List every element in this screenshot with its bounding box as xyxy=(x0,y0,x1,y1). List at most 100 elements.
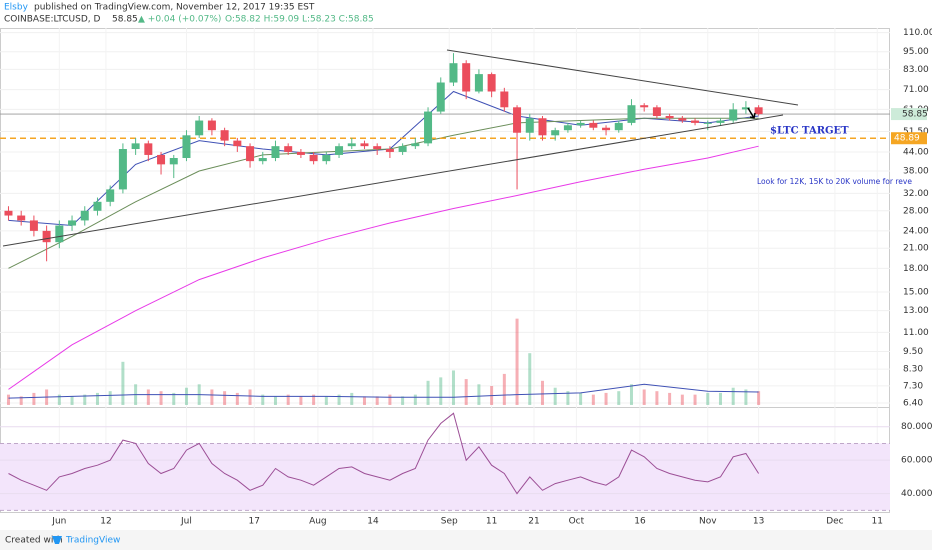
y-tick-label: 51.50 xyxy=(903,127,929,137)
candle-body xyxy=(424,111,433,144)
volume-bar xyxy=(172,392,176,405)
x-tick-label: Nov xyxy=(699,517,717,527)
annotation: $LTC TARGET xyxy=(770,126,849,137)
volume-bar xyxy=(362,396,366,405)
candle-body xyxy=(80,210,89,221)
candle-body xyxy=(652,107,661,116)
x-tick-label: 14 xyxy=(367,517,379,527)
candle-body xyxy=(449,63,458,83)
y-tick-label: 83.00 xyxy=(903,65,929,75)
candle-body xyxy=(42,230,51,243)
x-tick-label: 11 xyxy=(872,517,883,527)
volume-bar xyxy=(184,387,188,405)
target-tag-label: 48.89 xyxy=(894,134,920,144)
x-tick-label: Jul xyxy=(180,517,192,527)
arrow xyxy=(747,107,756,119)
candle-body xyxy=(55,225,64,243)
frame xyxy=(0,28,890,513)
candle-body xyxy=(258,158,267,162)
annotation: Look for 12K, 15K to 20K volume for reve xyxy=(757,177,912,186)
y-tick-label: 8.30 xyxy=(903,365,923,375)
candle-body xyxy=(4,210,13,216)
x-tick-label: 11 xyxy=(486,517,497,527)
volume-bar xyxy=(451,370,455,405)
volume-bar xyxy=(6,394,10,405)
x-tick-label: 16 xyxy=(634,517,646,527)
volume-bar xyxy=(540,380,544,405)
volume-bar xyxy=(19,396,23,405)
candle-body xyxy=(462,63,471,92)
candle-body xyxy=(665,115,674,119)
volume-bar xyxy=(426,380,430,405)
volume-ma xyxy=(8,383,759,399)
symbol: COINBASE:LTCUSD, D xyxy=(4,15,100,25)
price: 58.85 xyxy=(112,15,138,25)
volume-bar xyxy=(32,392,36,405)
y-tick-label: 21.00 xyxy=(903,244,929,254)
x-tick-label: Aug xyxy=(309,517,327,527)
y-tick-label: 18.00 xyxy=(903,264,929,274)
volume-bar xyxy=(350,392,354,405)
footer-brand[interactable]: TradingView xyxy=(65,536,120,546)
candle-body xyxy=(589,122,598,128)
y-tick-label: 28.00 xyxy=(903,206,929,216)
last-price-label: 58.85 xyxy=(902,110,928,120)
x-tick-label: Sep xyxy=(441,517,458,527)
rsi-band xyxy=(0,443,890,511)
volume-bar xyxy=(286,394,290,405)
candle-body xyxy=(169,158,178,165)
footer-text: Created with xyxy=(5,536,63,546)
candle-body xyxy=(563,125,572,131)
volume-bar xyxy=(528,353,532,405)
candle-body xyxy=(284,146,293,152)
candle-body xyxy=(322,154,331,162)
volume-bar xyxy=(324,396,328,405)
volume-bar xyxy=(617,391,621,405)
candle-body xyxy=(678,118,687,121)
volume-bar xyxy=(629,384,633,405)
candle-body xyxy=(373,146,382,150)
candle-body xyxy=(296,151,305,155)
volume-bar xyxy=(477,384,481,405)
candle-body xyxy=(640,105,649,108)
candle-body xyxy=(360,143,369,147)
volume-bar xyxy=(146,389,150,405)
candle-body xyxy=(144,143,153,155)
y-tick-label: 95.00 xyxy=(903,47,929,57)
volume-bar xyxy=(706,392,710,405)
candle-body xyxy=(131,143,140,150)
volume-bar xyxy=(718,392,722,405)
trendline xyxy=(2,114,784,247)
candle-body xyxy=(347,143,356,147)
y-tick-label: 40.0000 xyxy=(901,489,932,499)
candle-body xyxy=(220,130,229,141)
x-tick-label: 12 xyxy=(100,517,111,527)
y-tick-label: 32.00 xyxy=(903,189,929,199)
volume-bar xyxy=(235,392,239,405)
candle-body xyxy=(576,122,585,126)
footer xyxy=(0,530,932,550)
candle-body xyxy=(525,118,534,133)
y-tick-label: 110.00 xyxy=(903,28,932,38)
candle-body xyxy=(93,201,102,211)
x-tick-label: 17 xyxy=(249,517,260,527)
candle-body xyxy=(602,127,611,131)
author[interactable]: Elsby xyxy=(4,3,29,13)
x-tick-label: Jun xyxy=(51,517,66,527)
trendline xyxy=(446,49,799,106)
volume-bar xyxy=(731,387,735,405)
candle-body xyxy=(614,122,623,131)
published: published on TradingView.com, November 1… xyxy=(34,3,315,13)
candle-body xyxy=(487,74,496,92)
candle-body xyxy=(474,74,483,92)
volume-bar xyxy=(757,391,761,405)
volume-bar xyxy=(210,389,214,405)
candle-body xyxy=(157,154,166,165)
volume-bar xyxy=(273,396,277,405)
candle-body xyxy=(500,91,509,108)
volume-bar xyxy=(566,391,570,405)
candle-body xyxy=(335,146,344,155)
volume-bar xyxy=(642,389,646,405)
volume-bar xyxy=(70,396,74,405)
